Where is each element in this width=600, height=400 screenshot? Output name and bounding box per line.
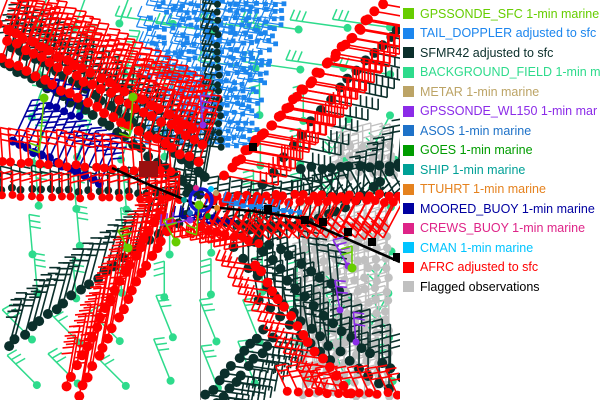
- legend-label: MOORED_BUOY 1-min marine: [420, 201, 595, 216]
- legend-swatch: [403, 8, 414, 20]
- legend-item-flagged: Flagged observations: [400, 277, 600, 297]
- legend-label: Flagged observations: [420, 279, 540, 294]
- legend-label: TTUHRT 1-min marine: [420, 182, 546, 196]
- legend-swatch: [403, 242, 414, 254]
- legend-item-sfmr42: SFMR42 adjusted to sfc: [400, 43, 600, 63]
- legend-item-gpssonde_wl150: GPSSONDE_WL150 1-min mar: [400, 102, 600, 122]
- legend-swatch: [403, 261, 414, 273]
- legend-swatch: [403, 105, 414, 117]
- legend-item-background_field: BACKGROUND_FIELD 1-min m: [400, 63, 600, 83]
- legend-label: GPSSONDE_SFC 1-min marine: [420, 6, 600, 21]
- legend-label: ASOS 1-min marine: [420, 123, 532, 138]
- legend-swatch: [403, 203, 414, 215]
- legend-swatch: [403, 164, 414, 176]
- legend-item-asos: ASOS 1-min marine: [400, 121, 600, 141]
- legend-swatch: [403, 222, 414, 234]
- legend-panel: GPSSONDE_SFC 1-min marine TAIL_DOPPLER ad…: [400, 0, 600, 400]
- legend-swatch: [403, 86, 414, 98]
- legend-label: SHIP 1-min marine: [420, 162, 526, 177]
- legend-swatch: [403, 47, 414, 59]
- legend-label: BACKGROUND_FIELD 1-min m: [420, 65, 600, 79]
- legend-swatch: [403, 125, 414, 137]
- legend-item-moored_buoy: MOORED_BUOY 1-min marine: [400, 199, 600, 219]
- legend-item-goes: GOES 1-min marine: [400, 141, 600, 161]
- legend-swatch: [403, 66, 414, 78]
- legend-label: TAIL_DOPPLER adjusted to sfc: [420, 26, 597, 40]
- legend-item-crews_buoy: CREWS_BUOY 1-min marine: [400, 219, 600, 239]
- legend-swatch: [403, 144, 414, 156]
- legend-label: GOES 1-min marine: [420, 143, 533, 157]
- legend-label: CMAN 1-min marine: [420, 240, 534, 255]
- legend-item-gpssonde_sfc: GPSSONDE_SFC 1-min marine: [400, 4, 600, 24]
- legend-item-ttuhrt: TTUHRT 1-min marine: [400, 180, 600, 200]
- wind-barb-plot: [0, 0, 400, 400]
- legend-item-ship: SHIP 1-min marine: [400, 160, 600, 180]
- legend-swatch: [403, 27, 414, 39]
- legend-label: GPSSONDE_WL150 1-min mar: [420, 104, 598, 118]
- legend-label: SFMR42 adjusted to sfc: [420, 45, 554, 60]
- legend-label: METAR 1-min marine: [420, 84, 540, 99]
- legend-item-metar: METAR 1-min marine: [400, 82, 600, 102]
- legend-label: AFRC adjusted to sfc: [420, 260, 539, 274]
- legend-swatch: [403, 183, 414, 195]
- legend-item-afrc: AFRC adjusted to sfc: [400, 258, 600, 278]
- legend-swatch: [403, 281, 414, 293]
- legend-item-tail_doppler: TAIL_DOPPLER adjusted to sfc: [400, 24, 600, 44]
- legend-item-cman: CMAN 1-min marine: [400, 238, 600, 258]
- legend-label: CREWS_BUOY 1-min marine: [420, 221, 586, 235]
